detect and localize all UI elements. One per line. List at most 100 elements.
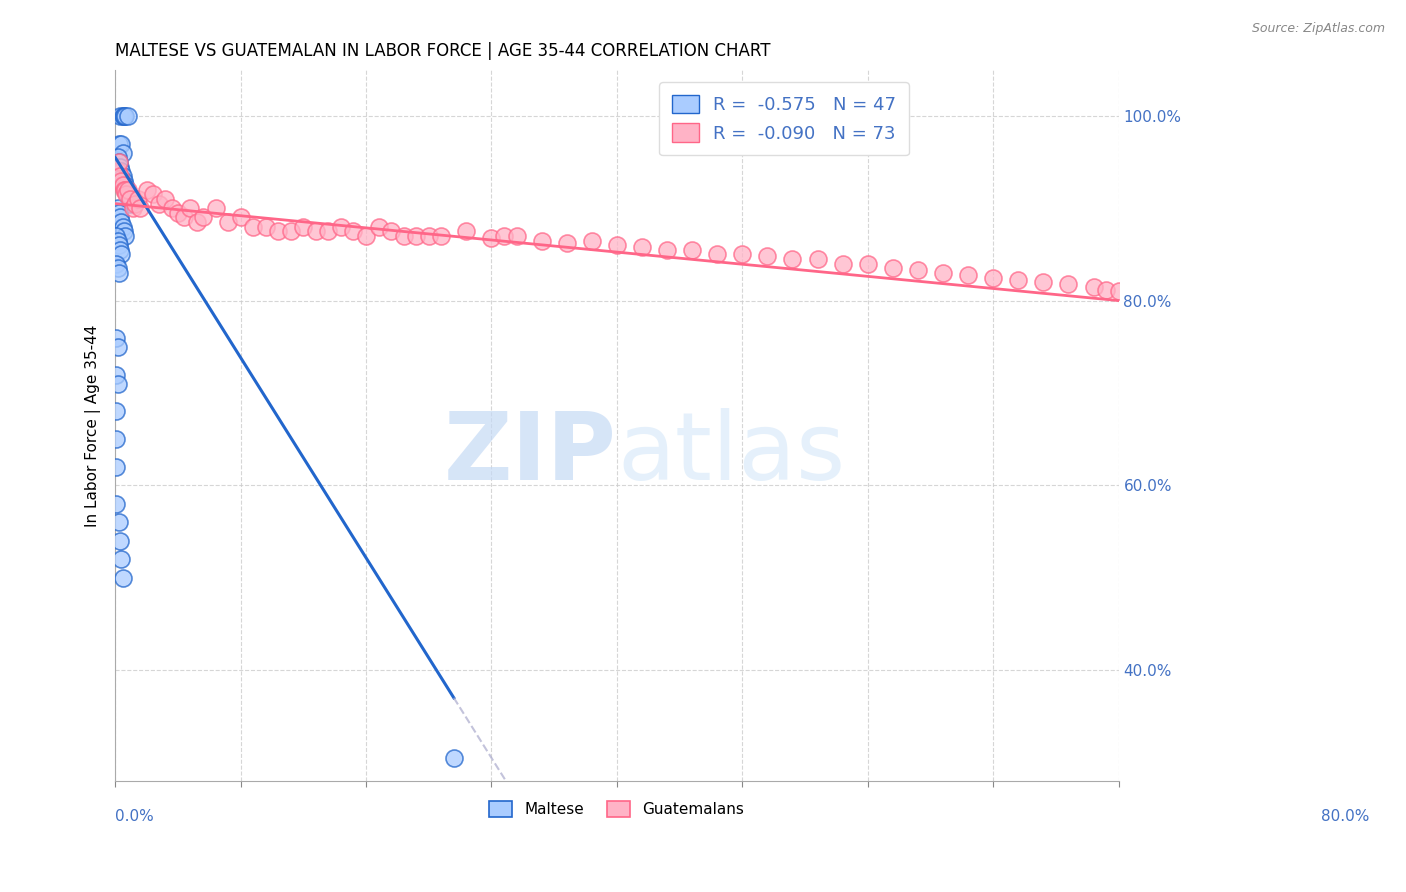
Point	[110, 215, 132, 229]
Point	[110, 247, 132, 261]
Point	[229, 211, 252, 225]
Point	[117, 183, 139, 197]
Point	[112, 109, 135, 123]
Point	[114, 109, 136, 123]
Point	[806, 252, 828, 266]
Point	[443, 751, 465, 765]
Point	[581, 234, 603, 248]
Point	[681, 243, 703, 257]
Point	[108, 155, 131, 169]
Point	[204, 201, 226, 215]
Y-axis label: In Labor Force | Age 35-44: In Labor Force | Age 35-44	[86, 324, 101, 526]
Point	[127, 192, 149, 206]
Point	[606, 238, 628, 252]
Point	[342, 224, 364, 238]
Point	[280, 224, 302, 238]
Point	[110, 164, 132, 178]
Point	[367, 219, 389, 234]
Point	[492, 229, 515, 244]
Point	[1095, 283, 1118, 297]
Point	[530, 234, 553, 248]
Point	[318, 224, 340, 238]
Point	[1007, 273, 1029, 287]
Point	[831, 257, 853, 271]
Point	[481, 231, 503, 245]
Point	[107, 340, 129, 354]
Point	[456, 224, 478, 238]
Point	[292, 219, 315, 234]
Point	[111, 571, 134, 585]
Point	[111, 169, 134, 183]
Point	[121, 201, 143, 215]
Point	[108, 211, 131, 225]
Point	[1057, 277, 1080, 291]
Point	[1108, 285, 1130, 299]
Point	[117, 187, 139, 202]
Point	[142, 187, 165, 202]
Point	[107, 376, 129, 391]
Point	[173, 211, 195, 225]
Point	[107, 234, 129, 248]
Point	[129, 201, 152, 215]
Point	[731, 247, 754, 261]
Point	[305, 224, 328, 238]
Point	[254, 219, 277, 234]
Point	[110, 552, 132, 566]
Point	[267, 224, 290, 238]
Point	[108, 238, 131, 252]
Point	[148, 196, 170, 211]
Point	[105, 330, 128, 344]
Legend: Maltese, Guatemalans: Maltese, Guatemalans	[484, 795, 751, 823]
Point	[179, 201, 201, 215]
Text: Source: ZipAtlas.com: Source: ZipAtlas.com	[1251, 22, 1385, 36]
Point	[856, 257, 879, 271]
Point	[217, 215, 239, 229]
Point	[108, 206, 131, 220]
Point	[105, 368, 128, 382]
Point	[110, 173, 132, 187]
Point	[380, 224, 402, 238]
Point	[118, 192, 141, 206]
Point	[354, 229, 377, 244]
Point	[115, 183, 138, 197]
Point	[111, 109, 134, 123]
Point	[135, 183, 157, 197]
Point	[110, 136, 132, 151]
Point	[108, 266, 131, 280]
Point	[155, 192, 177, 206]
Point	[108, 516, 131, 530]
Point	[124, 196, 146, 211]
Point	[505, 229, 527, 244]
Point	[108, 136, 131, 151]
Point	[932, 266, 955, 280]
Point	[392, 229, 415, 244]
Point	[111, 219, 134, 234]
Point	[112, 173, 135, 187]
Point	[555, 236, 578, 251]
Point	[107, 201, 129, 215]
Point	[191, 211, 214, 225]
Point	[882, 261, 904, 276]
Point	[120, 192, 142, 206]
Point	[706, 247, 728, 261]
Point	[1032, 275, 1054, 289]
Point	[756, 249, 779, 263]
Point	[105, 404, 128, 418]
Text: 80.0%: 80.0%	[1322, 809, 1369, 824]
Point	[117, 109, 139, 123]
Point	[120, 196, 142, 211]
Point	[105, 497, 128, 511]
Point	[108, 533, 131, 548]
Point	[405, 229, 427, 244]
Point	[105, 432, 128, 446]
Point	[430, 229, 453, 244]
Point	[418, 229, 440, 244]
Text: MALTESE VS GUATEMALAN IN LABOR FORCE | AGE 35-44 CORRELATION CHART: MALTESE VS GUATEMALAN IN LABOR FORCE | A…	[115, 42, 770, 60]
Point	[108, 169, 131, 183]
Point	[115, 187, 138, 202]
Point	[782, 252, 804, 266]
Point	[242, 219, 264, 234]
Point	[107, 261, 129, 276]
Point	[167, 206, 190, 220]
Point	[160, 201, 183, 215]
